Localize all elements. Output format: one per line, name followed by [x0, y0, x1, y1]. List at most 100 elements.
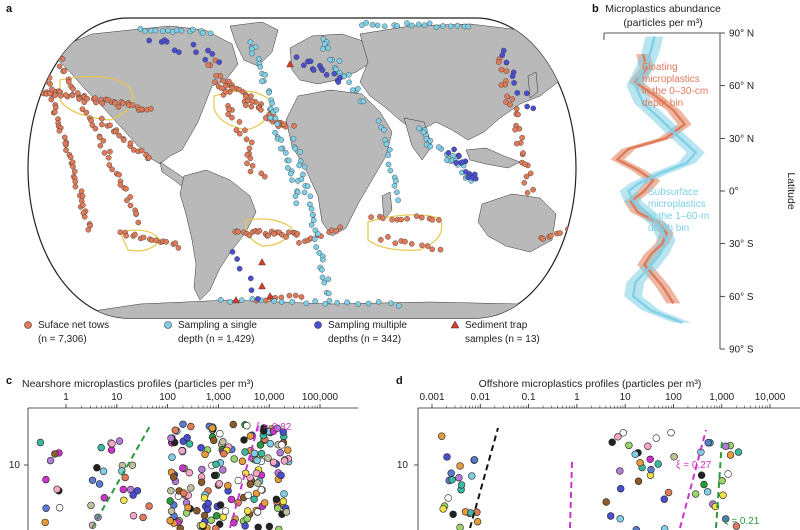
new-zealand: [559, 247, 571, 271]
sampling-point: [217, 296, 224, 303]
panel-b-series-label: in the 1–60-m: [648, 211, 709, 222]
sampling-point: [408, 241, 415, 247]
xtick-label: 10,000: [254, 392, 285, 403]
profile-point: [697, 471, 706, 479]
sampling-point: [116, 171, 122, 178]
sampling-point: [69, 92, 76, 99]
sampling-point: [395, 197, 401, 203]
sampling-point: [209, 51, 216, 57]
fit-line: [469, 427, 499, 529]
profile-point: [608, 438, 616, 446]
sampling-point: [359, 22, 365, 29]
profile-point: [238, 457, 247, 465]
profile-point: [219, 438, 227, 446]
sampling-point: [81, 99, 87, 106]
profile-point: [670, 453, 678, 461]
profile-point: [36, 438, 45, 447]
sampling-point: [138, 106, 145, 113]
sampling-point: [345, 72, 352, 78]
sampling-point: [447, 23, 454, 30]
sampling-point: [385, 161, 392, 168]
sampling-point: [530, 186, 536, 193]
profile-point: [652, 434, 660, 442]
profile-point: [654, 460, 662, 468]
profile-point: [264, 454, 272, 462]
sampling-point: [289, 177, 295, 183]
sampling-point: [349, 87, 356, 93]
profile-point: [280, 457, 289, 465]
sampling-point: [498, 82, 505, 88]
legend-item-trap: Sediment trap samples (n = 13): [450, 320, 540, 345]
sampling-point: [79, 193, 86, 199]
sampling-point: [229, 249, 236, 255]
sampling-point: [99, 115, 105, 122]
sampling-point: [325, 290, 332, 297]
sampling-point: [71, 168, 78, 175]
sampling-point: [298, 176, 305, 183]
sampling-point: [236, 119, 243, 125]
sampling-point: [248, 93, 254, 99]
panel-b-series-label: Floating: [642, 62, 678, 73]
sampling-point: [335, 79, 342, 85]
antarctica: [59, 299, 576, 318]
sampling-point: [226, 106, 232, 113]
sampling-point: [189, 26, 196, 33]
sampling-point: [303, 300, 310, 307]
sediment-trap-point: [258, 258, 266, 266]
legend-label-surface-1: Suface net tows: [38, 320, 109, 331]
sampling-point: [83, 109, 90, 116]
profile-point: [200, 511, 209, 520]
sampling-point: [440, 23, 446, 29]
legend-item-surface: Suface net tows (n = 7,306): [24, 320, 109, 345]
sampling-point: [249, 162, 256, 169]
sampling-point: [223, 88, 229, 95]
profile-point: [234, 476, 243, 485]
sampling-point: [205, 62, 211, 68]
sampling-point: [389, 216, 395, 223]
sampling-point: [236, 86, 242, 93]
profile-point: [449, 510, 457, 518]
profile-point: [210, 471, 219, 480]
profile-point: [243, 514, 251, 523]
profile-point: [220, 450, 228, 458]
sampling-point: [420, 129, 427, 136]
map-legend: Suface net tows (n = 7,306) Sampling a s…: [24, 320, 540, 345]
profile-point: [230, 455, 238, 463]
sampling-point: [93, 99, 99, 106]
profile-point: [241, 522, 249, 530]
sampling-point: [402, 238, 408, 245]
sampling-point: [105, 154, 112, 161]
sampling-point: [404, 215, 410, 222]
band-subsurface: [619, 36, 705, 323]
sampling-point: [258, 170, 265, 177]
profile-point: [439, 505, 447, 513]
sampling-point: [225, 111, 231, 118]
profile-point: [616, 515, 624, 523]
sampling-point: [365, 300, 372, 307]
nearshore-profiles-chart: Nearshore microplastics profiles (partic…: [9, 378, 358, 530]
sampling-point: [513, 106, 520, 112]
sampling-point: [308, 205, 315, 212]
sampling-point: [301, 189, 308, 196]
sampling-point: [235, 228, 241, 235]
sampling-point: [308, 222, 315, 228]
sampling-point: [413, 213, 420, 219]
sediment-trap-point: [258, 282, 266, 290]
greenland: [229, 21, 279, 67]
profile-point: [276, 449, 284, 457]
fit-line: [715, 439, 723, 529]
sampling-point: [283, 234, 289, 240]
profile-point: [279, 497, 288, 506]
sampling-point: [344, 299, 350, 306]
sampling-point: [271, 298, 278, 304]
profile-point: [168, 453, 176, 461]
sampling-point: [284, 165, 291, 171]
profile-point: [201, 450, 209, 459]
africa: [285, 89, 393, 237]
profile-point: [42, 504, 50, 512]
sampling-point: [256, 227, 263, 234]
sampling-point: [310, 217, 317, 223]
sampling-point: [101, 150, 108, 156]
sampling-point: [85, 226, 92, 233]
sampling-point: [52, 109, 58, 115]
